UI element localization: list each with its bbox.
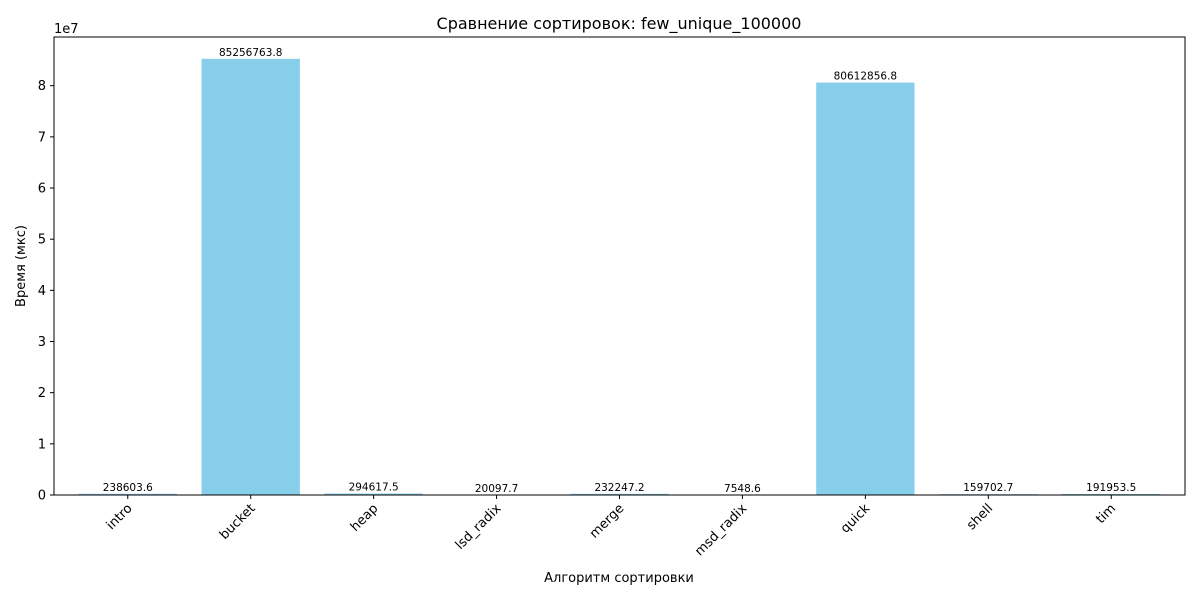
x-tick-label-bucket: bucket — [217, 501, 259, 543]
y-axis: 0 1 2 3 4 5 6 7 8 — [38, 79, 54, 504]
data-label-lsd_radix: 20097.7 — [475, 483, 518, 495]
bar-merge — [570, 493, 669, 495]
x-tick-label-lsd_radix: lsd_radix — [453, 501, 505, 553]
x-tick-label-heap: heap — [348, 501, 382, 535]
x-tick-label-quick: quick — [838, 501, 874, 537]
x-axis: intro bucket heap lsd_radix merge msd_radix qu… — [104, 495, 1119, 559]
y-tick-label: 2 — [38, 386, 46, 401]
data-label-quick: 80612856.8 — [834, 71, 897, 83]
y-axis-scale-exponent: 1e7 — [54, 22, 79, 37]
data-label-shell: 159702.7 — [963, 482, 1013, 494]
data-label-merge: 232247.2 — [594, 482, 644, 494]
y-tick-label: 1 — [38, 437, 46, 452]
chart-title: Сравнение сортировок: few_unique_100000 — [437, 14, 802, 34]
bar-quick — [816, 82, 915, 495]
y-tick-label: 6 — [38, 182, 46, 197]
y-axis-label: Время (мкс) — [14, 225, 29, 307]
bar-heap — [324, 493, 423, 495]
y-tick-label: 4 — [38, 284, 46, 299]
x-tick-label-intro: intro — [104, 501, 136, 533]
data-label-msd_radix: 7548.6 — [724, 483, 761, 495]
x-tick-label-msd_radix: msd_radix — [692, 501, 750, 559]
data-label-intro: 238603.6 — [103, 482, 153, 494]
y-tick-label: 5 — [38, 233, 46, 248]
data-label-heap: 294617.5 — [349, 481, 399, 493]
data-label-tim: 191953.5 — [1086, 482, 1136, 494]
x-tick-label-merge: merge — [587, 501, 627, 541]
y-tick-label: 0 — [38, 489, 46, 504]
bars-group — [78, 58, 1161, 496]
x-tick-label-tim: tim — [1093, 501, 1119, 527]
x-tick-label-shell: shell — [964, 501, 996, 533]
plot-area-frame — [53, 36, 1186, 496]
x-axis-label: Алгоритм сортировки — [544, 571, 694, 586]
data-labels-group: 238603.6 85256763.8 294617.5 20097.7 232247.… — [103, 47, 1137, 495]
bar-bucket — [201, 58, 300, 496]
y-tick-label: 3 — [38, 335, 46, 350]
bar-intro — [78, 493, 177, 495]
data-label-bucket: 85256763.8 — [219, 47, 282, 59]
y-tick-label: 8 — [38, 79, 46, 94]
y-tick-label: 7 — [38, 130, 46, 145]
